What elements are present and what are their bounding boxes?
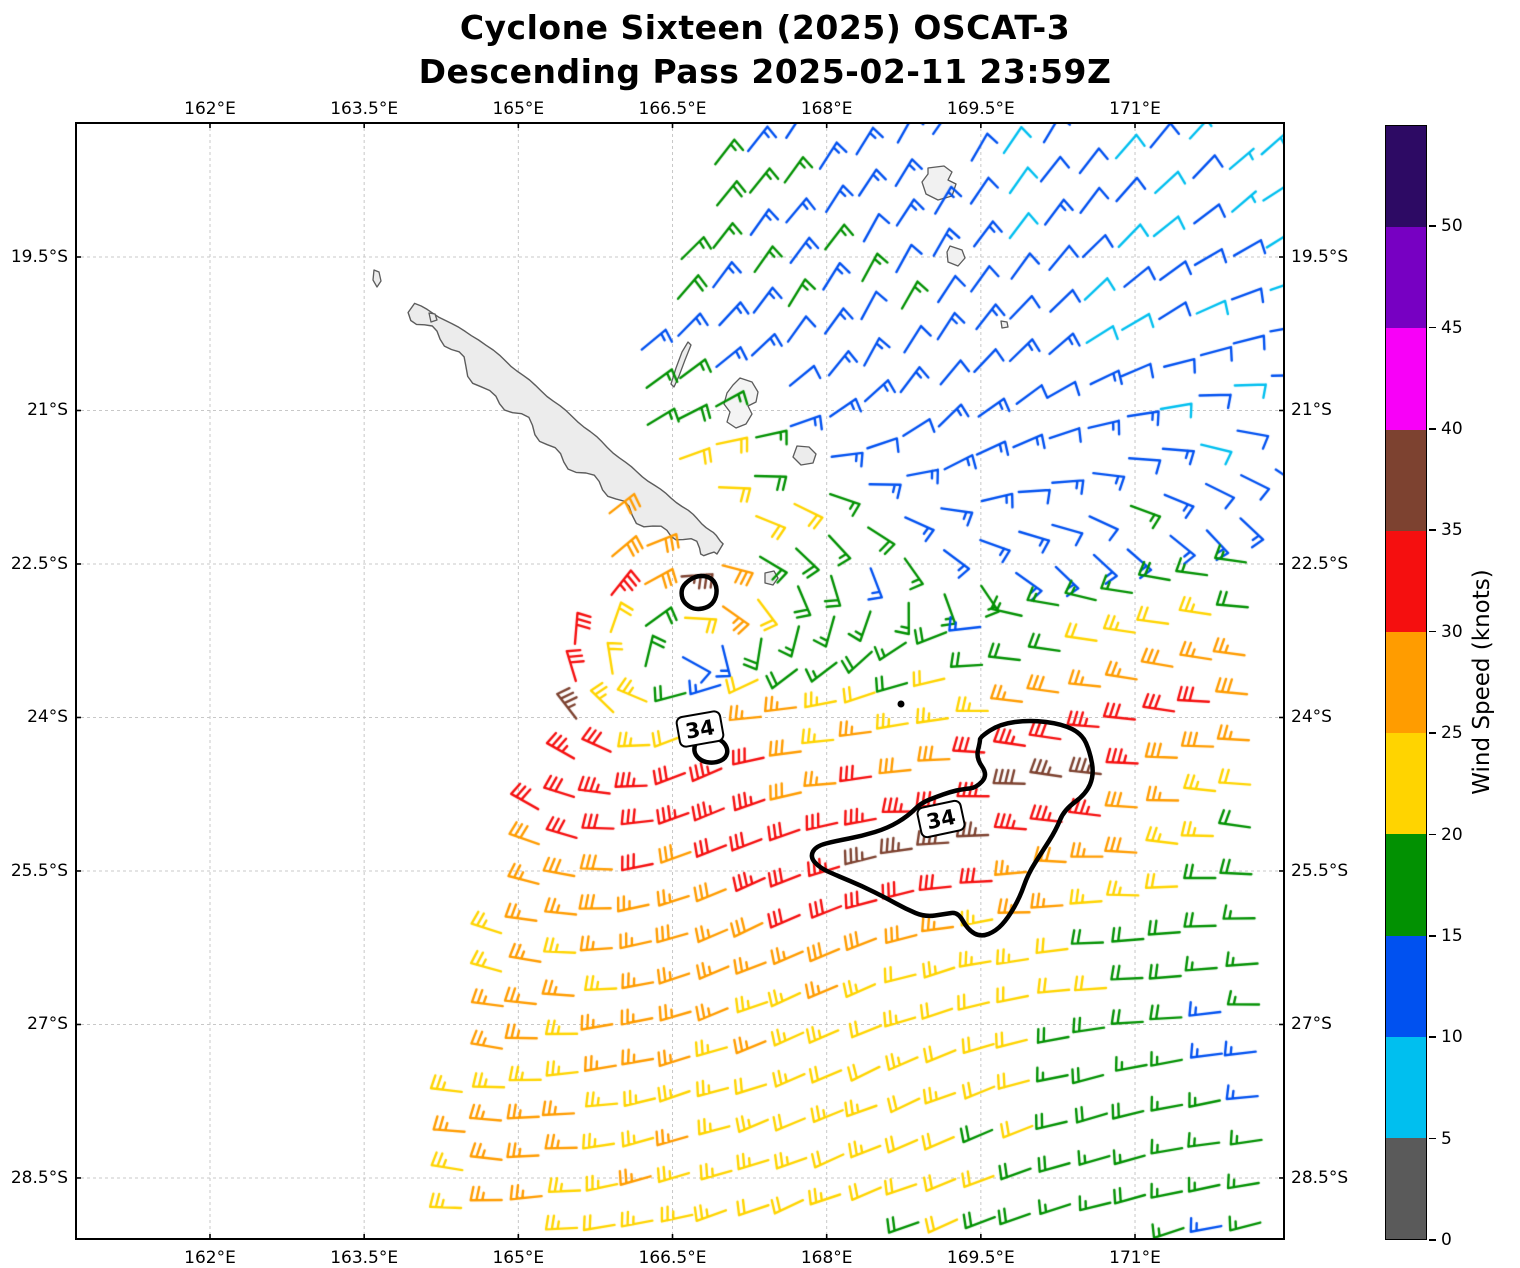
y-tick-label-right: 24°S xyxy=(1291,707,1332,728)
colorbar-segment xyxy=(1386,1036,1426,1138)
colorbar-tick-mark xyxy=(1428,529,1436,532)
colorbar-tick-mark xyxy=(1428,326,1436,329)
wind-barbs-canvas xyxy=(75,122,1285,1240)
x-tick-label-top: 163.5°E xyxy=(330,99,399,119)
map-frame xyxy=(75,122,1285,1240)
colorbar-tick-mark xyxy=(1428,934,1436,937)
x-tick-label-bottom: 169.5°E xyxy=(946,1248,1015,1268)
colorbar xyxy=(1385,125,1427,1240)
contour-label-box xyxy=(675,710,725,748)
colorbar-segment xyxy=(1386,1137,1426,1240)
colorbar-tick-label: 5 xyxy=(1441,1128,1452,1149)
x-tick-label-top: 168°E xyxy=(800,99,853,119)
colorbar-tick-mark xyxy=(1428,428,1436,430)
colorbar-segment xyxy=(1386,834,1426,936)
x-tick-label-bottom: 162°E xyxy=(184,1248,236,1268)
contour-label-box xyxy=(916,799,966,839)
colorbar-tick-label: 40 xyxy=(1441,419,1463,440)
map-plot: 34 34 xyxy=(75,122,1285,1240)
colorbar-tick-mark xyxy=(1428,1137,1436,1140)
contour-label-text: 34 xyxy=(924,805,958,835)
title-line-2: Descending Pass 2025-02-11 23:59Z xyxy=(418,52,1112,91)
x-tick-label-top: 171°E xyxy=(1109,99,1161,119)
contour-label-34: 34 xyxy=(675,710,725,748)
colorbar-tick-mark xyxy=(1428,833,1436,836)
contour-label-text: 34 xyxy=(684,715,717,744)
colorbar-tick-label: 10 xyxy=(1441,1027,1463,1048)
x-tick-label-top: 169.5°E xyxy=(946,99,1015,119)
colorbar-tick-mark xyxy=(1428,1036,1436,1038)
colorbar-tick-label: 45 xyxy=(1441,317,1463,338)
colorbar-tick-label: 20 xyxy=(1441,824,1463,845)
colorbar-tick-label: 35 xyxy=(1441,520,1463,541)
y-tick-label-left: 27°S xyxy=(27,1014,68,1035)
colorbar-tick-mark xyxy=(1428,225,1436,227)
x-tick-label-bottom: 168°E xyxy=(800,1248,853,1268)
colorbar-segment xyxy=(1386,733,1426,835)
y-tick-label-left: 25.5°S xyxy=(10,860,68,881)
colorbar-tick-label: 30 xyxy=(1441,621,1463,642)
y-tick-label-right: 19.5°S xyxy=(1291,247,1349,267)
colorbar-segment xyxy=(1386,935,1426,1037)
colorbar-segment xyxy=(1386,530,1426,632)
colorbar-tick-label: 50 xyxy=(1441,216,1463,237)
contour-label-34: 34 xyxy=(916,799,966,839)
colorbar-segment xyxy=(1386,328,1426,430)
y-tick-label-left: 24°S xyxy=(27,707,68,728)
y-tick-label-left: 21°S xyxy=(27,400,68,421)
colorbar-tick-label: 15 xyxy=(1441,925,1463,946)
colorbar-axis-label: Wind Speed (knots) xyxy=(1462,0,1502,1264)
wind-contour-34kt xyxy=(809,718,1095,938)
contour-layer: 34 34 xyxy=(75,122,1285,1240)
x-tick-label-bottom: 171°E xyxy=(1109,1248,1161,1268)
colorbar-tick-mark xyxy=(1428,1239,1436,1241)
colorbar-tick-label: 0 xyxy=(1441,1230,1452,1250)
title-line-1: Cyclone Sixteen (2025) OSCAT-3 xyxy=(459,8,1071,47)
x-tick-label-bottom: 163.5°E xyxy=(330,1248,399,1268)
colorbar-ticks: 0 5 10 15 20 25 30 35 40 45 50 xyxy=(1427,125,1507,1250)
wind-contour-34kt xyxy=(679,573,719,612)
x-tick-label-bottom: 165°E xyxy=(492,1248,545,1268)
y-tick-label-right: 25.5°S xyxy=(1291,860,1349,881)
y-tick-label-right: 28.5°S xyxy=(1291,1167,1349,1188)
x-tick-label-top: 165°E xyxy=(492,99,545,119)
colorbar-axis-label-text: Wind Speed (knots) xyxy=(1469,569,1495,795)
y-tick-label-left: 28.5°S xyxy=(10,1167,68,1188)
colorbar-segment xyxy=(1386,429,1426,531)
y-tick-label-left: 22.5°S xyxy=(10,553,68,574)
colorbar-tick-label: 25 xyxy=(1441,723,1463,744)
y-tick-label-right: 22.5°S xyxy=(1291,553,1349,574)
colorbar-tick-mark xyxy=(1428,630,1436,633)
colorbar-segment xyxy=(1386,227,1426,329)
colorbar-segment xyxy=(1386,126,1426,228)
y-tick-label-left: 19.5°S xyxy=(10,247,68,267)
colorbar-segment xyxy=(1386,631,1426,734)
colorbar-tick-mark xyxy=(1428,732,1436,734)
y-tick-label-right: 27°S xyxy=(1291,1014,1332,1035)
y-tick-label-right: 21°S xyxy=(1291,400,1332,421)
x-tick-label-top: 166.5°E xyxy=(638,99,707,119)
x-tick-label-bottom: 166.5°E xyxy=(638,1248,707,1268)
wind-contour-dot xyxy=(897,700,905,708)
x-tick-label-top: 162°E xyxy=(184,99,236,119)
